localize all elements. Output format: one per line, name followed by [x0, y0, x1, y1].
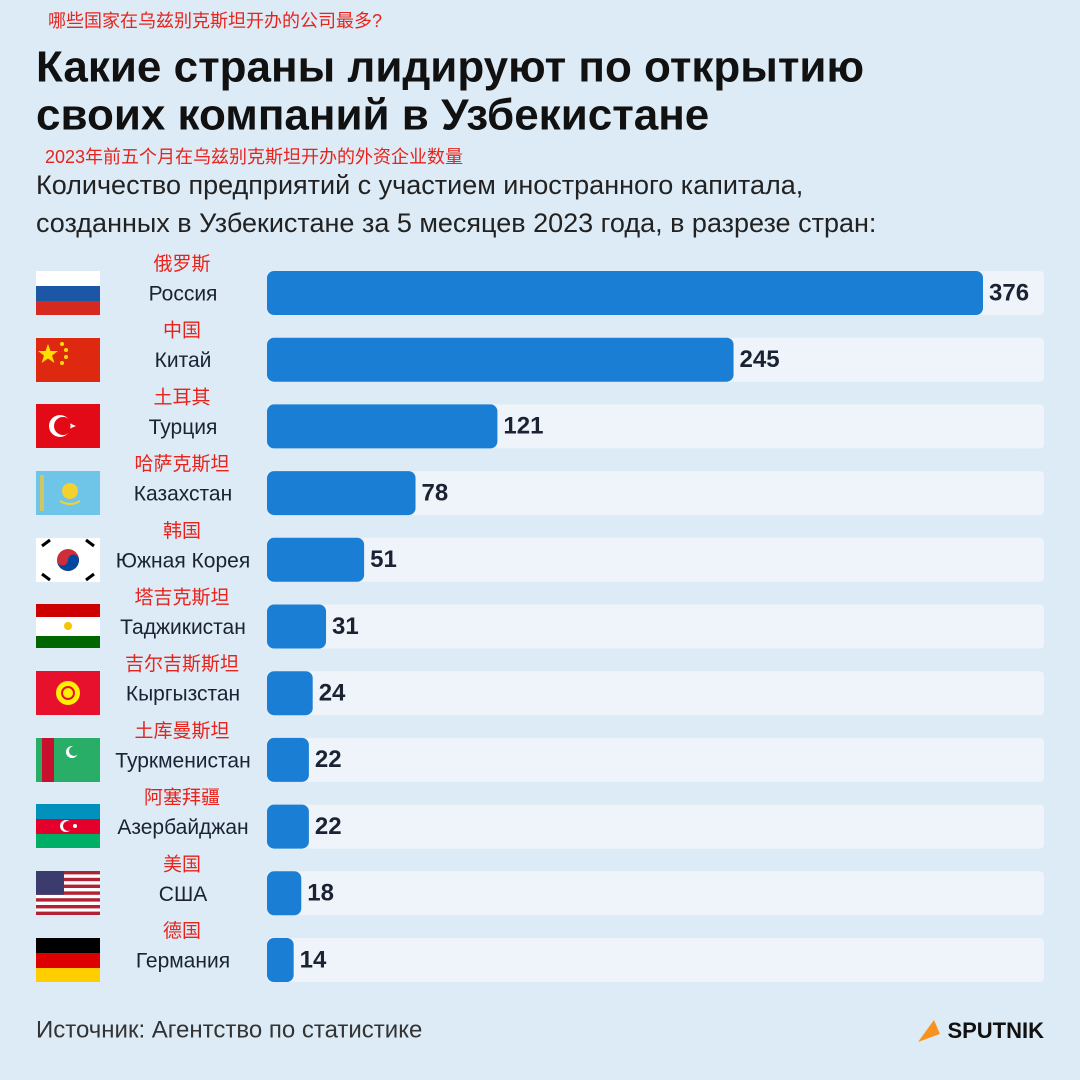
- category-label: Германия: [136, 950, 230, 973]
- brand: SPUTNIK: [947, 1018, 1044, 1043]
- category-note: 土耳其: [153, 386, 210, 408]
- category-label: Азербайджан: [117, 816, 248, 839]
- value-label: 78: [422, 479, 449, 506]
- bar: [267, 871, 302, 916]
- bar-track: [267, 804, 1044, 849]
- flag: [36, 471, 100, 515]
- category-note: 俄罗斯: [153, 253, 210, 275]
- category-label: Казахстан: [134, 483, 232, 506]
- bar: [267, 471, 416, 516]
- bar: [267, 271, 983, 315]
- bar-track: [267, 671, 1044, 716]
- category-label: Россия: [149, 283, 218, 306]
- value-label: 24: [319, 680, 346, 707]
- flag: [36, 538, 100, 582]
- category-note: 土库曼斯坦: [134, 720, 229, 742]
- flag: [36, 338, 100, 382]
- category-label: Туркменистан: [115, 749, 250, 772]
- value-label: 22: [315, 813, 342, 840]
- bar: [267, 404, 498, 449]
- value-label: 121: [503, 413, 543, 440]
- subtitle-line: Количество предприятий с участием иностр…: [36, 170, 803, 200]
- category-note: 德国: [163, 920, 201, 942]
- flag: [36, 938, 100, 982]
- title-line: Какие страны лидируют по открытию: [36, 43, 864, 92]
- source: Источник: Агентство по статистике: [36, 1016, 422, 1043]
- value-label: 14: [300, 946, 327, 973]
- title-line: своих компаний в Узбекистане: [36, 91, 709, 140]
- subtitle-line: созданных в Узбекистане за 5 месяцев 202…: [36, 208, 876, 238]
- category-label: США: [159, 883, 207, 906]
- subtitle-note: 2023年前五个月在乌兹别克斯坦开办的外资企业数量: [45, 147, 463, 167]
- value-label: 18: [307, 880, 334, 907]
- bar: [267, 938, 294, 982]
- category-note: 美国: [163, 853, 201, 875]
- category-label: Китай: [155, 349, 212, 372]
- bar: [267, 337, 734, 382]
- value-label: 51: [370, 546, 397, 573]
- value-label: 376: [989, 279, 1029, 306]
- category-note: 阿塞拜疆: [144, 787, 220, 809]
- bar-track: [267, 471, 1044, 516]
- category-note: 哈萨克斯坦: [134, 453, 229, 475]
- bar-track: [267, 537, 1044, 582]
- category-label: Таджикистан: [120, 616, 246, 639]
- value-label: 245: [740, 346, 780, 373]
- flag: [36, 671, 100, 715]
- bar-track: [267, 737, 1044, 782]
- flag: [36, 271, 100, 315]
- value-label: 22: [315, 746, 342, 773]
- bar: [267, 537, 365, 582]
- category-note: 韩国: [163, 520, 201, 542]
- bar: [267, 737, 309, 782]
- category-label: Южная Корея: [116, 549, 250, 572]
- bar: [267, 671, 313, 716]
- category-note: 中国: [163, 320, 201, 342]
- category-note: 塔吉克斯坦: [134, 587, 229, 609]
- category-label: Кыргызстан: [126, 683, 240, 706]
- flag: [36, 604, 100, 648]
- bar-track: [267, 871, 1044, 916]
- flags: [36, 271, 100, 982]
- flag: [36, 804, 100, 848]
- bar: [267, 804, 309, 849]
- bar-track: [267, 938, 1044, 982]
- category-note: 吉尔吉斯斯坦: [125, 653, 239, 675]
- bar-track: [267, 604, 1044, 649]
- flag: [36, 738, 100, 782]
- flag: [36, 871, 100, 915]
- bar: [267, 604, 327, 649]
- title-note: 哪些国家在乌兹别克斯坦开办的公司最多?: [48, 11, 382, 31]
- value-label: 31: [332, 613, 359, 640]
- logo-icon: [918, 1020, 940, 1042]
- flag: [36, 404, 100, 448]
- category-label: Турция: [149, 416, 218, 439]
